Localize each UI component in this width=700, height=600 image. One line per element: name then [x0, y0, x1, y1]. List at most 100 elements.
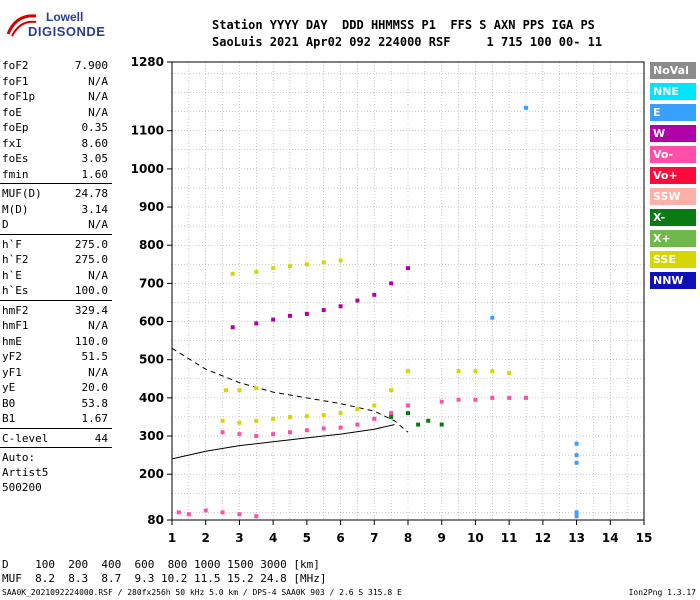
param-row-md: M(D) 3.14	[0, 202, 112, 218]
param-name: foF2	[2, 59, 29, 72]
param-divider	[0, 299, 112, 301]
param-row-fof1: foF1 N/A	[0, 74, 112, 90]
data-point	[406, 411, 410, 416]
param-name: MUF(D)	[2, 187, 42, 200]
param-value: 44	[94, 431, 108, 445]
param-row-yf2: yF2 51.5	[0, 349, 112, 365]
auto-line: Auto:	[2, 451, 36, 464]
param-row-fof1p: foF1p N/A	[0, 89, 112, 105]
param-value: 3.14	[81, 202, 109, 216]
param-name: h`F2	[2, 253, 29, 266]
param-row-hf2: h`F2 275.0	[0, 252, 112, 268]
digisonde-logo: Lowell DIGISONDE	[6, 10, 106, 46]
data-point	[507, 395, 512, 400]
x-tick-label: 14	[602, 531, 619, 545]
param-value: 51.5	[81, 350, 109, 363]
data-point	[372, 403, 377, 408]
x-tick-label: 6	[336, 531, 344, 545]
data-point	[439, 399, 444, 404]
data-point	[288, 430, 292, 435]
param-row-fof2: foF2 7.900	[0, 58, 112, 74]
y-tick-label: 400	[139, 391, 164, 405]
footer-muf-row: MUF 8.2 8.3 8.7 9.3 10.2 11.5 15.2 24.8 …	[2, 572, 327, 585]
param-name: yE	[2, 381, 16, 394]
legend-item-vo: Vo-	[650, 146, 696, 163]
data-point	[338, 304, 343, 309]
data-point	[304, 311, 309, 316]
data-point	[355, 298, 360, 303]
data-point	[338, 425, 343, 430]
data-point	[524, 395, 528, 400]
param-row-d: D N/A	[0, 217, 112, 233]
param-name: fxI	[2, 136, 22, 150]
param-row-fxi: fxI 8.60	[0, 136, 112, 152]
data-point	[490, 395, 495, 400]
param-value: N/A	[88, 90, 108, 103]
parameter-panel: foF2 7.900 foF1 N/A foF1p N/A foE N/A foEp 0.35 fx…	[0, 58, 112, 495]
param-row-hmf2: hmF2 329.4	[0, 303, 112, 319]
param-name: foEp	[2, 121, 29, 134]
param-row-hmf1: hmF1 N/A	[0, 318, 112, 334]
footer-distance-row: D 100 200 400 600 800 1000 1500 3000 [km…	[2, 558, 320, 571]
data-point	[389, 414, 394, 419]
x-tick-label: 13	[568, 531, 585, 545]
data-point	[389, 411, 394, 416]
data-point	[456, 369, 461, 374]
header-row-2: SaoLuis 2021 Apr02 092 224000 RSF 1 715 …	[212, 35, 603, 49]
param-name: yF2	[2, 350, 22, 363]
param-row-b1: B1 1.67	[0, 411, 112, 427]
data-point	[355, 422, 360, 427]
data-point	[271, 432, 276, 437]
data-point	[288, 414, 292, 419]
data-point	[389, 388, 394, 393]
legend-item-sse: SSE	[650, 251, 696, 268]
y-tick-label: 600	[139, 315, 164, 329]
legend-item-noval: NoVal	[650, 62, 696, 79]
data-point	[321, 260, 326, 265]
x-tick-label: 12	[535, 531, 552, 545]
data-point	[288, 313, 292, 318]
auto-line: 500200	[2, 481, 42, 494]
data-point	[186, 512, 191, 517]
param-name: foF1	[2, 74, 29, 88]
data-point	[254, 418, 259, 423]
param-divider	[0, 427, 112, 429]
legend: NoVal NNE E W Vo- Vo+ SSW X- X+ SSE NNW	[650, 62, 696, 293]
data-point	[473, 369, 478, 374]
param-row-he: h`E N/A	[0, 268, 112, 284]
param-value: N/A	[88, 74, 108, 88]
param-value: N/A	[88, 365, 108, 379]
data-point	[230, 325, 235, 330]
param-row-foes: foEs 3.05	[0, 151, 112, 167]
data-point	[507, 371, 512, 376]
param-name: hmE	[2, 334, 22, 348]
legend-item-nne: NNE	[650, 83, 696, 100]
data-point	[574, 460, 579, 465]
data-point	[372, 416, 377, 421]
param-value: 0.35	[81, 121, 109, 134]
data-point	[574, 514, 579, 519]
param-row-fmin: fmin 1.60	[0, 167, 112, 183]
data-point	[220, 418, 225, 423]
data-point	[490, 315, 495, 320]
data-point	[220, 510, 225, 515]
param-divider	[0, 183, 112, 184]
legend-item-w: W	[650, 125, 696, 142]
x-tick-label: 11	[501, 531, 518, 545]
param-row-b0: B0 53.8	[0, 396, 112, 412]
legend-item-x: X+	[650, 230, 696, 247]
data-point	[271, 317, 276, 322]
x-tick-label: 7	[370, 531, 378, 545]
param-value: 1.67	[81, 412, 109, 425]
data-point	[338, 411, 343, 416]
data-point	[254, 434, 259, 439]
y-tick-label: 800	[139, 238, 164, 252]
param-name: yF1	[2, 365, 22, 379]
param-row-foep: foEp 0.35	[0, 120, 112, 136]
data-point	[254, 321, 259, 326]
data-point	[220, 430, 225, 435]
param-divider	[0, 233, 112, 235]
param-value: N/A	[88, 319, 108, 332]
data-point	[574, 453, 579, 458]
data-point	[237, 388, 242, 393]
